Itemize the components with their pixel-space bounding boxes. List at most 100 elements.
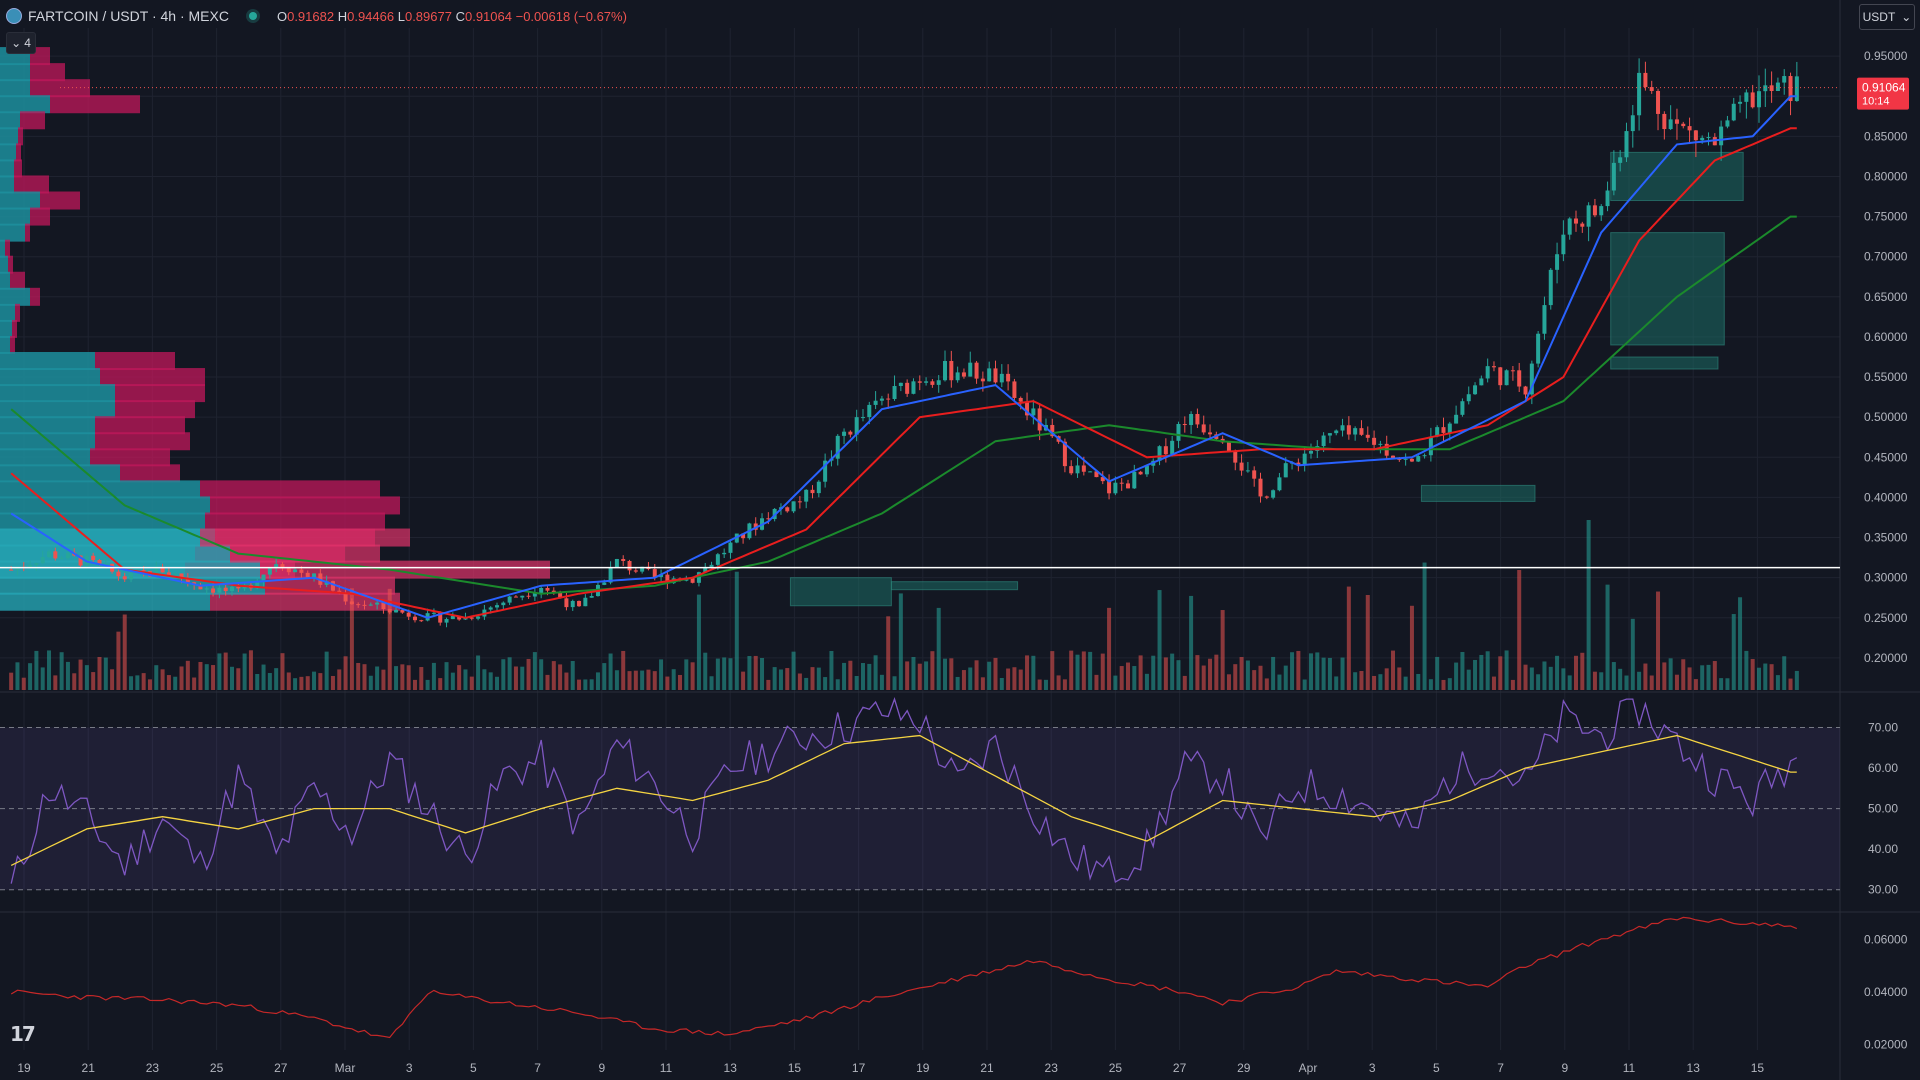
volume-bar [406, 665, 411, 690]
volume-bar [678, 674, 682, 690]
candle-body [1719, 126, 1724, 146]
volume-bar [185, 660, 190, 690]
candle-body [1422, 455, 1427, 457]
volume-bar [1485, 651, 1490, 690]
profile-down-bar [14, 175, 49, 194]
ema-slow-line [10, 215, 1797, 595]
candle-body [1529, 363, 1534, 395]
candle-body [1075, 465, 1080, 474]
volume-bar [286, 672, 291, 690]
volume-bar [539, 659, 544, 690]
candle-body [1252, 470, 1257, 479]
price-tick-label: 0.35000 [1864, 531, 1908, 545]
osc-tick-label: 0.06000 [1864, 932, 1908, 946]
candle-body [1618, 157, 1623, 163]
profile-up-bar [0, 271, 10, 290]
volume-bar [1006, 668, 1011, 690]
candle-body [722, 552, 727, 555]
candle-body [1782, 76, 1787, 83]
candle-body [785, 507, 790, 512]
candle-body [1189, 413, 1194, 426]
indicators-collapse-button[interactable]: ⌄ 4 [6, 32, 36, 54]
candle-body [1201, 424, 1206, 433]
candle-body [614, 558, 619, 568]
volume-bar [785, 668, 790, 690]
volume-bar [1542, 661, 1547, 690]
candle-body [1334, 430, 1339, 434]
profile-up-bar [0, 239, 5, 258]
price-tick-label: 0.95000 [1864, 49, 1908, 63]
candle-body [917, 381, 922, 383]
symbol-title[interactable]: FARTCOIN / USDT · 4h · MEXC [28, 8, 229, 24]
candle-body [816, 481, 821, 494]
volume-bar [860, 663, 865, 690]
volume-bar [1340, 657, 1345, 690]
candle-body [980, 378, 985, 382]
volume-bar [1422, 562, 1427, 690]
volume-bar [160, 669, 165, 690]
volume-bar [444, 662, 449, 690]
candle-body [469, 617, 474, 619]
volume-bar [671, 669, 676, 690]
ema-fast-line [10, 95, 1797, 619]
volume-bar [715, 658, 720, 690]
volume-bar [1283, 665, 1288, 690]
volume-bar [886, 616, 891, 690]
volume-bar [1447, 678, 1452, 690]
profile-down-bar [15, 303, 20, 322]
volume-bar [438, 678, 443, 690]
profile-up-bar [0, 352, 95, 371]
profile-down-bar [115, 400, 195, 419]
candle-body [1662, 113, 1667, 130]
profile-down-bar [30, 207, 50, 226]
order-block-zone [1610, 356, 1719, 370]
volume-bar [501, 659, 506, 690]
candle-body [652, 569, 657, 577]
volume-bar [507, 657, 512, 690]
volume-bar [412, 679, 417, 690]
candle-body [1113, 482, 1118, 494]
candle-body [406, 612, 411, 617]
volume-bar [280, 653, 285, 690]
volume-bar [614, 670, 619, 690]
candle-body [1359, 428, 1364, 435]
candle-body [1018, 397, 1023, 402]
candle-body [589, 596, 594, 598]
candle-body [211, 588, 216, 593]
currency-selector[interactable]: USDT ⌄ [1859, 4, 1915, 30]
volume-bar [741, 671, 746, 690]
volume-bar [1618, 668, 1623, 690]
candle-body [551, 590, 556, 593]
rsi-tick-label: 60.00 [1868, 761, 1898, 775]
volume-bar [84, 665, 89, 690]
candle-body [1031, 408, 1036, 416]
profile-up-bar [0, 191, 40, 210]
volume-bar [583, 679, 588, 690]
candle-body [797, 501, 802, 503]
volume-bar [1384, 668, 1389, 690]
time-tick-label: 27 [1173, 1061, 1187, 1075]
volume-bar [1782, 656, 1787, 690]
candle-body [394, 609, 399, 613]
volume-bar [1271, 656, 1276, 690]
volume-bar [463, 669, 468, 690]
volume-bar [1138, 655, 1143, 690]
profile-down-bar [200, 528, 410, 547]
candle-body [343, 592, 348, 602]
volume-bar [15, 662, 20, 690]
volume-bar [356, 662, 361, 690]
volume-bar [305, 676, 310, 690]
volume-bar [72, 673, 77, 690]
candle-body [1302, 453, 1307, 465]
time-tick-label: 17 [852, 1061, 866, 1075]
candle-body [122, 576, 127, 580]
candle-body [1504, 370, 1509, 386]
candle-body [217, 587, 222, 593]
volume-bar [1069, 650, 1074, 690]
volume-bar [91, 672, 96, 690]
profile-up-bar [0, 63, 30, 82]
candle-body [312, 573, 317, 579]
candle-body [1674, 119, 1679, 124]
